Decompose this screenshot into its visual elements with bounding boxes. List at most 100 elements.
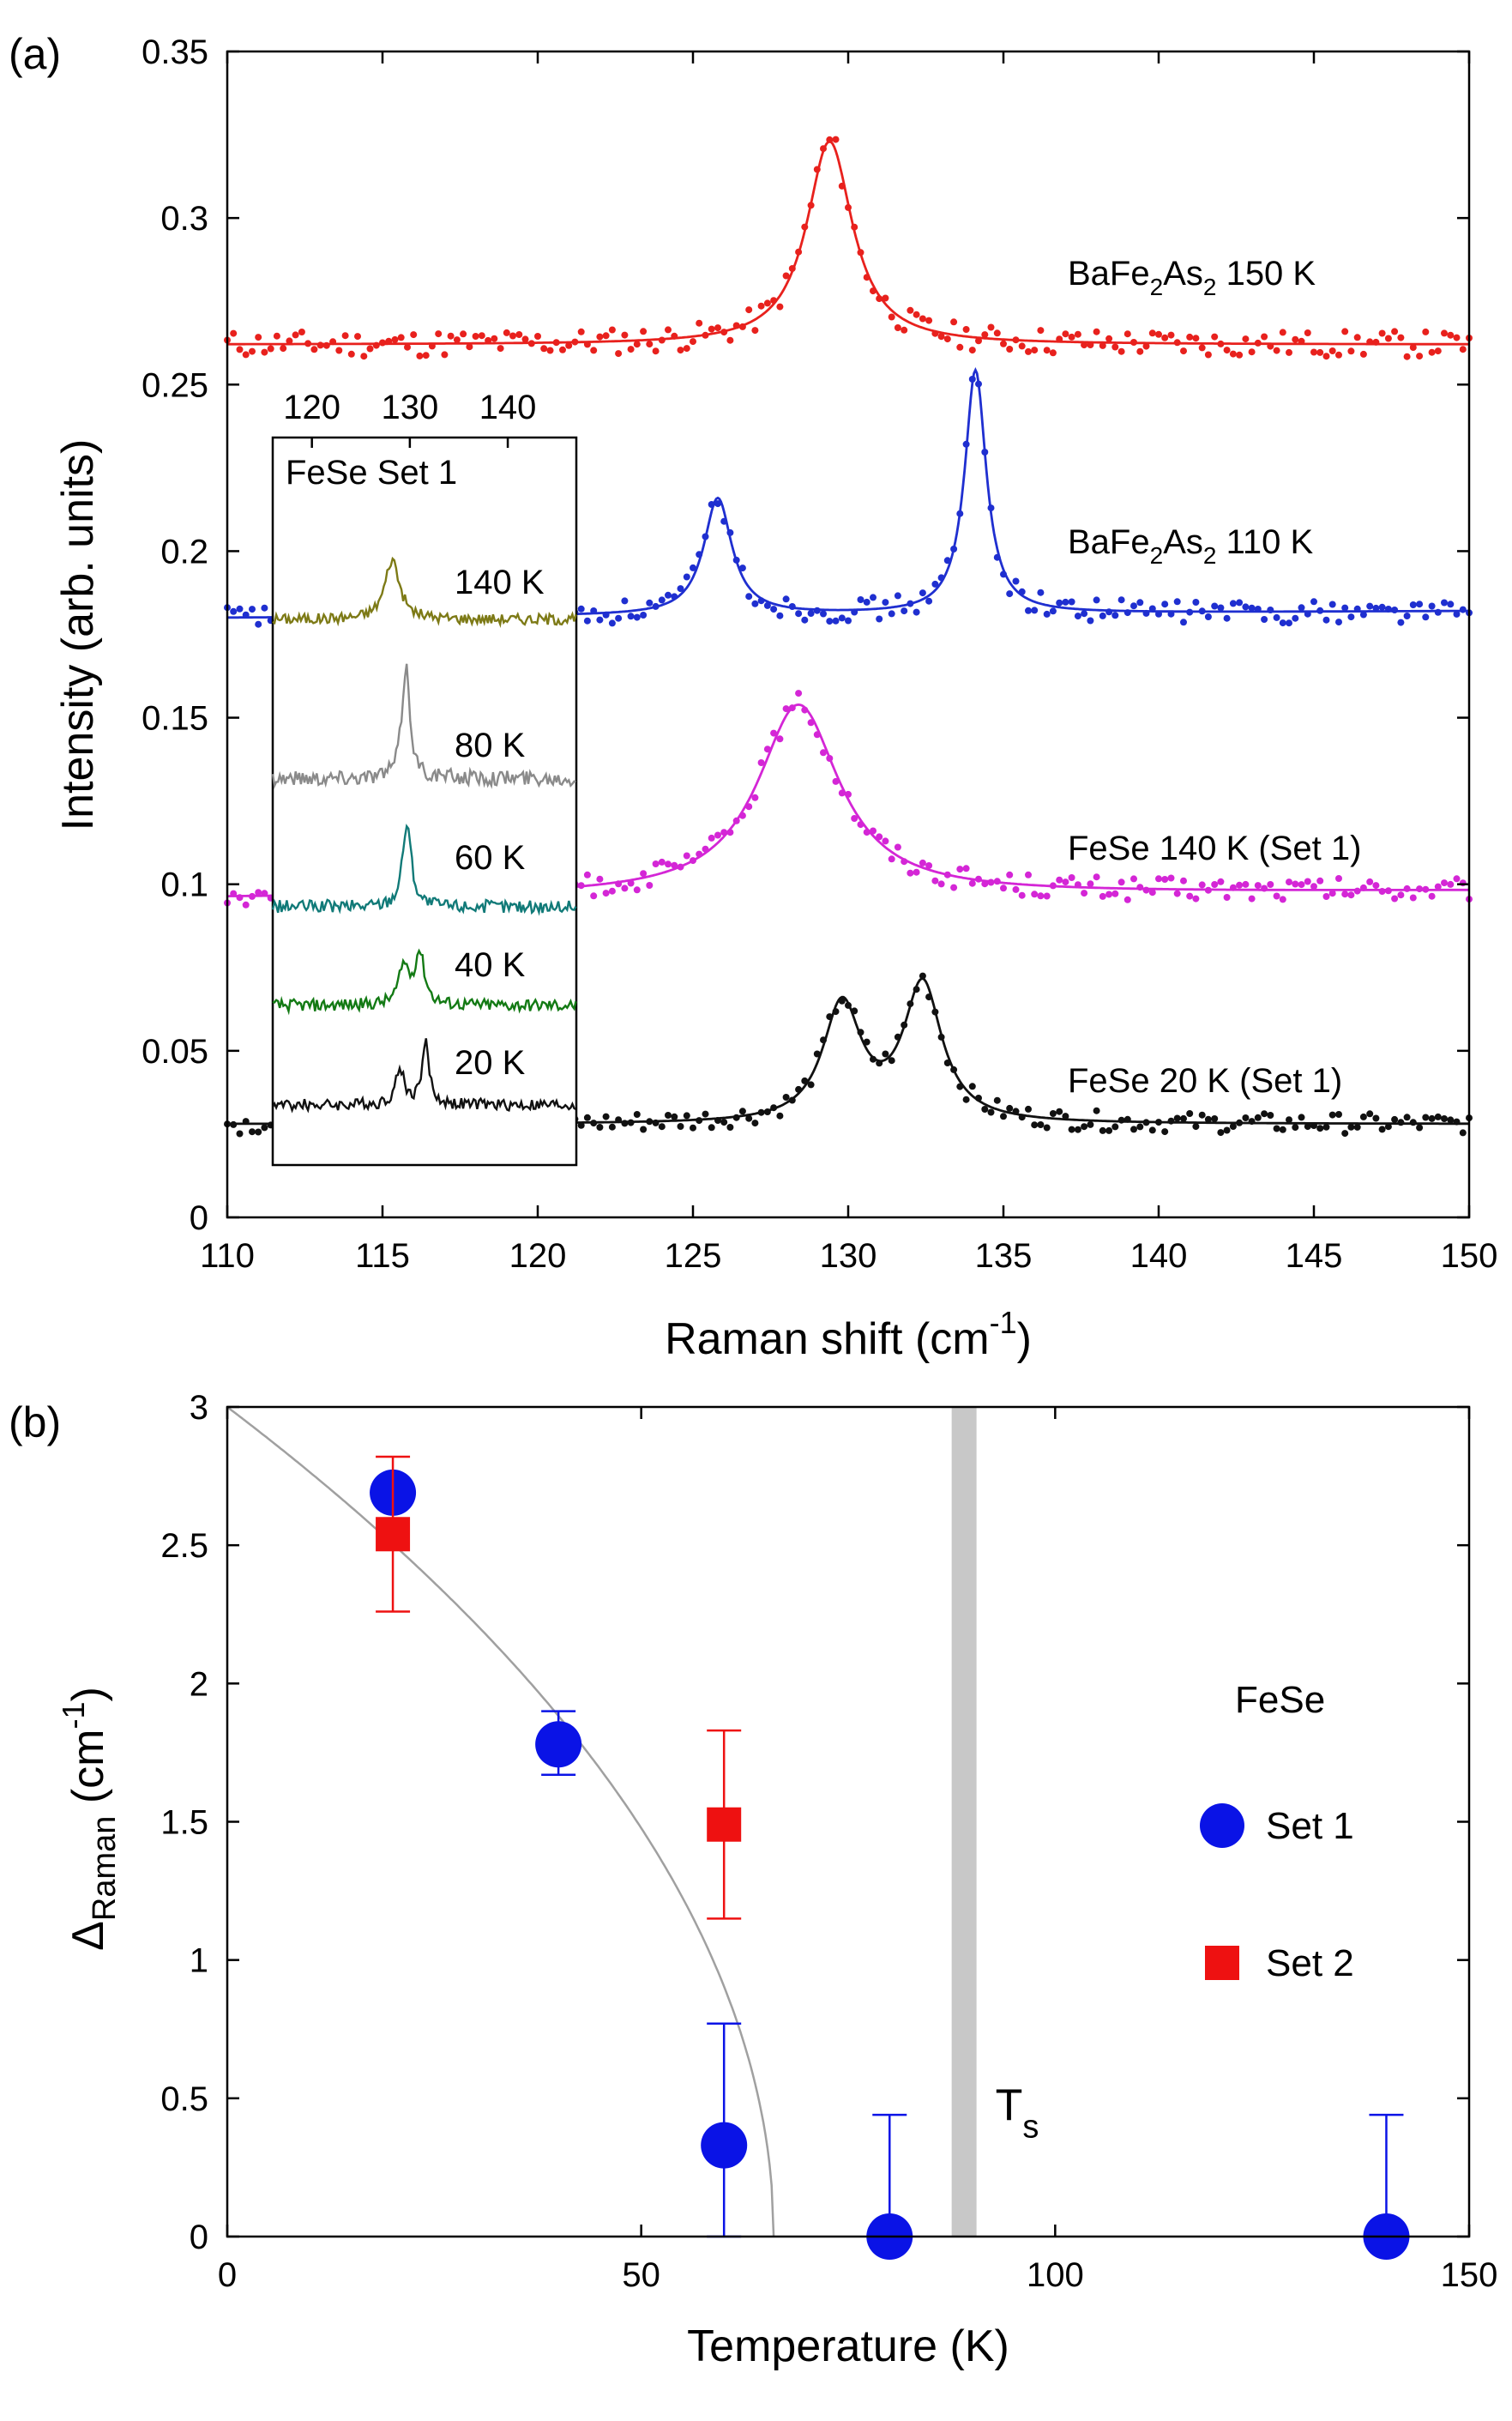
data-point [968, 347, 976, 354]
data-point [652, 1119, 660, 1126]
data-point [1123, 609, 1131, 617]
y-tick-label: 3 [190, 1389, 208, 1427]
data-point [776, 303, 784, 311]
legend-marker-set-1 [1200, 1803, 1244, 1848]
data-point [720, 1119, 728, 1126]
data-point [1099, 1126, 1106, 1134]
x-tick-label: 140 [1130, 1237, 1188, 1275]
data-point [441, 351, 449, 359]
panel-b-label: (b) [9, 1398, 61, 1446]
data-point [901, 858, 908, 866]
data-point [962, 440, 970, 448]
data-point [1031, 1121, 1039, 1129]
data-point [1211, 1115, 1219, 1122]
data-point [249, 347, 256, 355]
data-point [1117, 347, 1125, 355]
data-point [993, 1096, 1001, 1104]
data-point [1416, 353, 1424, 360]
data-point [646, 1118, 654, 1126]
data-point [497, 345, 504, 353]
data-point [621, 331, 629, 339]
data-point [1341, 328, 1349, 335]
data-point [807, 1081, 815, 1089]
data-point [1447, 601, 1455, 608]
data-point [1105, 335, 1113, 342]
data-point [1068, 598, 1075, 606]
data-point [1006, 1104, 1014, 1112]
data-point [1341, 1130, 1349, 1138]
data-point [1155, 1119, 1162, 1126]
data-point [1279, 896, 1286, 903]
data-point [1217, 1129, 1225, 1137]
y-tick-label: 0.15 [142, 700, 208, 738]
data-point [1223, 347, 1231, 354]
data-point [1459, 346, 1467, 353]
data-point [696, 319, 703, 327]
data-point [1173, 598, 1181, 606]
data-point [968, 376, 976, 383]
data-point [1372, 882, 1380, 890]
data-point [801, 616, 809, 624]
legend-label-set-1: Set 1 [1266, 1805, 1354, 1847]
data-point [993, 329, 1001, 337]
panel-b-xlabel: Temperature (K) [687, 2321, 1009, 2371]
data-point [1049, 882, 1057, 890]
data-point [1322, 353, 1330, 360]
data-point [583, 871, 591, 878]
data-point [782, 595, 790, 603]
y-tick-label: 0.1 [160, 866, 208, 904]
data-point [826, 136, 834, 143]
data-point [757, 1108, 765, 1116]
data-point [466, 343, 473, 351]
data-point [658, 858, 666, 866]
data-point [621, 1120, 629, 1127]
data-point [1099, 892, 1106, 900]
data-point [304, 340, 312, 347]
data-point [577, 605, 585, 613]
data-point [1242, 335, 1250, 343]
data-point [708, 1124, 715, 1132]
data-point [832, 136, 840, 143]
set2-point [707, 1807, 742, 1842]
data-point [1359, 350, 1367, 358]
data-point [708, 501, 715, 508]
data-point [261, 890, 268, 897]
data-point [919, 589, 926, 597]
data-point [1161, 601, 1169, 608]
data-point [652, 860, 660, 867]
data-point [901, 326, 908, 334]
data-point [1056, 876, 1063, 884]
data-point [975, 380, 982, 388]
ts-label: Ts [996, 2081, 1039, 2146]
data-point [1093, 328, 1100, 335]
data-point [447, 332, 455, 340]
data-point [1254, 1114, 1262, 1121]
data-point [720, 829, 728, 836]
inset-x-tick-label: 130 [381, 389, 438, 426]
data-point [763, 746, 771, 753]
data-point [1068, 874, 1075, 881]
data-point [1049, 1110, 1057, 1117]
inset-frame [271, 436, 578, 1167]
data-point [410, 331, 418, 339]
data-point [249, 606, 256, 613]
data-point [1099, 612, 1106, 619]
data-point [913, 868, 920, 876]
inset-trace-20k [271, 1038, 577, 1114]
data-point [397, 334, 405, 341]
data-point [1012, 336, 1020, 344]
data-point [640, 612, 648, 619]
data-point [1372, 1114, 1380, 1122]
data-point [1304, 329, 1311, 336]
panel-a-label: (a) [9, 30, 61, 78]
data-point [1279, 329, 1286, 336]
data-point [876, 615, 883, 623]
data-point [1198, 1111, 1206, 1119]
data-point [627, 613, 635, 620]
data-point [1074, 330, 1081, 338]
data-point [1198, 344, 1206, 352]
data-point [292, 331, 299, 339]
data-point [1006, 346, 1014, 353]
x-tick-label: 150 [1441, 2256, 1498, 2294]
data-point [956, 343, 964, 351]
